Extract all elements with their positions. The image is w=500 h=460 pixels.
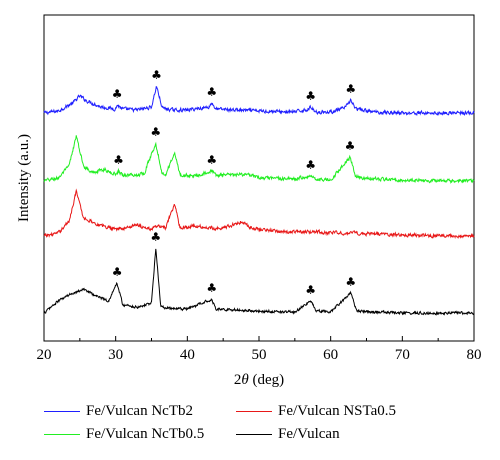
x-tick-label-80: 80 (467, 347, 482, 363)
legend-item-ncTb05: Fe/Vulcan NcTb0.5 (44, 424, 204, 444)
legend-swatch-ncTb05 (44, 433, 80, 435)
legend-label-ncTb05: Fe/Vulcan NcTb0.5 (86, 425, 205, 442)
x-tick-label-70: 70 (395, 347, 410, 363)
x-axis-label-prefix: 2 (234, 372, 242, 388)
x-tick-label-30: 30 (108, 347, 123, 363)
peak-marker-vulcan-1: ♣ (150, 230, 161, 244)
series-line-nsta05 (43, 188, 475, 239)
peak-marker-ncTb05-1: ♣ (150, 125, 161, 139)
series-line-ncTb05 (43, 135, 475, 185)
series-layer (43, 85, 475, 316)
legend-swatch-nsta05 (236, 410, 272, 412)
peak-marker-vulcan-2: ♣ (206, 281, 217, 295)
peak-marker-vulcan-3: ♣ (305, 283, 316, 297)
peak-marker-ncTb2-4: ♣ (345, 82, 356, 96)
x-tick-label-20: 20 (37, 347, 52, 363)
x-axis-label: 2θ (deg) (234, 372, 284, 388)
legend-swatch-ncTb2 (44, 410, 80, 412)
x-tick-label-50: 50 (252, 347, 267, 363)
legend-label-ncTb2: Fe/Vulcan NcTb2 (86, 402, 193, 419)
peak-marker-vulcan-0: ♣ (112, 265, 123, 279)
peak-marker-ncTb05-0: ♣ (113, 153, 124, 167)
x-axis-label-suffix: (deg) (249, 372, 284, 388)
x-ticks: 20 30 40 50 60 70 80 (37, 336, 482, 363)
legend-item-ncTb2: Fe/Vulcan NcTb2 (44, 401, 193, 421)
legend-label-vulcan: Fe/Vulcan (278, 425, 340, 442)
series-line-ncTb2 (43, 85, 475, 117)
peak-marker-ncTb2-2: ♣ (206, 85, 217, 99)
xrd-chart: ♣ ♣ ♣ ♣ ♣ ♣ ♣ ♣ ♣ ♣ ♣ ♣ ♣ ♣ ♣ 20 30 40 50 60 70 80 Intensity… (16, 14, 482, 388)
x-axis-label-theta: θ (241, 372, 249, 388)
peak-marker-ncTb05-2: ♣ (206, 153, 217, 167)
peak-marker-ncTb2-3: ♣ (305, 89, 316, 103)
x-tick-label-60: 60 (323, 347, 338, 363)
legend-label-nsta05: Fe/Vulcan NSTa0.5 (278, 402, 397, 419)
legend-item-vulcan: Fe/Vulcan (236, 424, 340, 444)
y-axis-label: Intensity (a.u.) (16, 134, 32, 222)
peak-marker-ncTb05-3: ♣ (305, 158, 316, 172)
series-line-vulcan (43, 248, 475, 316)
peak-marker-vulcan-4: ♣ (345, 275, 356, 289)
marker-layer: ♣ ♣ ♣ ♣ ♣ ♣ ♣ ♣ ♣ ♣ ♣ ♣ ♣ ♣ ♣ (112, 68, 356, 297)
x-tick-label-40: 40 (180, 347, 195, 363)
legend-swatch-vulcan (236, 433, 272, 435)
peak-marker-ncTb2-0: ♣ (112, 87, 123, 101)
legend-item-nsta05: Fe/Vulcan NSTa0.5 (236, 401, 396, 421)
peak-marker-ncTb05-4: ♣ (345, 139, 356, 153)
peak-marker-ncTb2-1: ♣ (151, 68, 162, 82)
legend: Fe/Vulcan NcTb2 Fe/Vulcan NSTa0.5 Fe/Vul… (0, 398, 500, 458)
